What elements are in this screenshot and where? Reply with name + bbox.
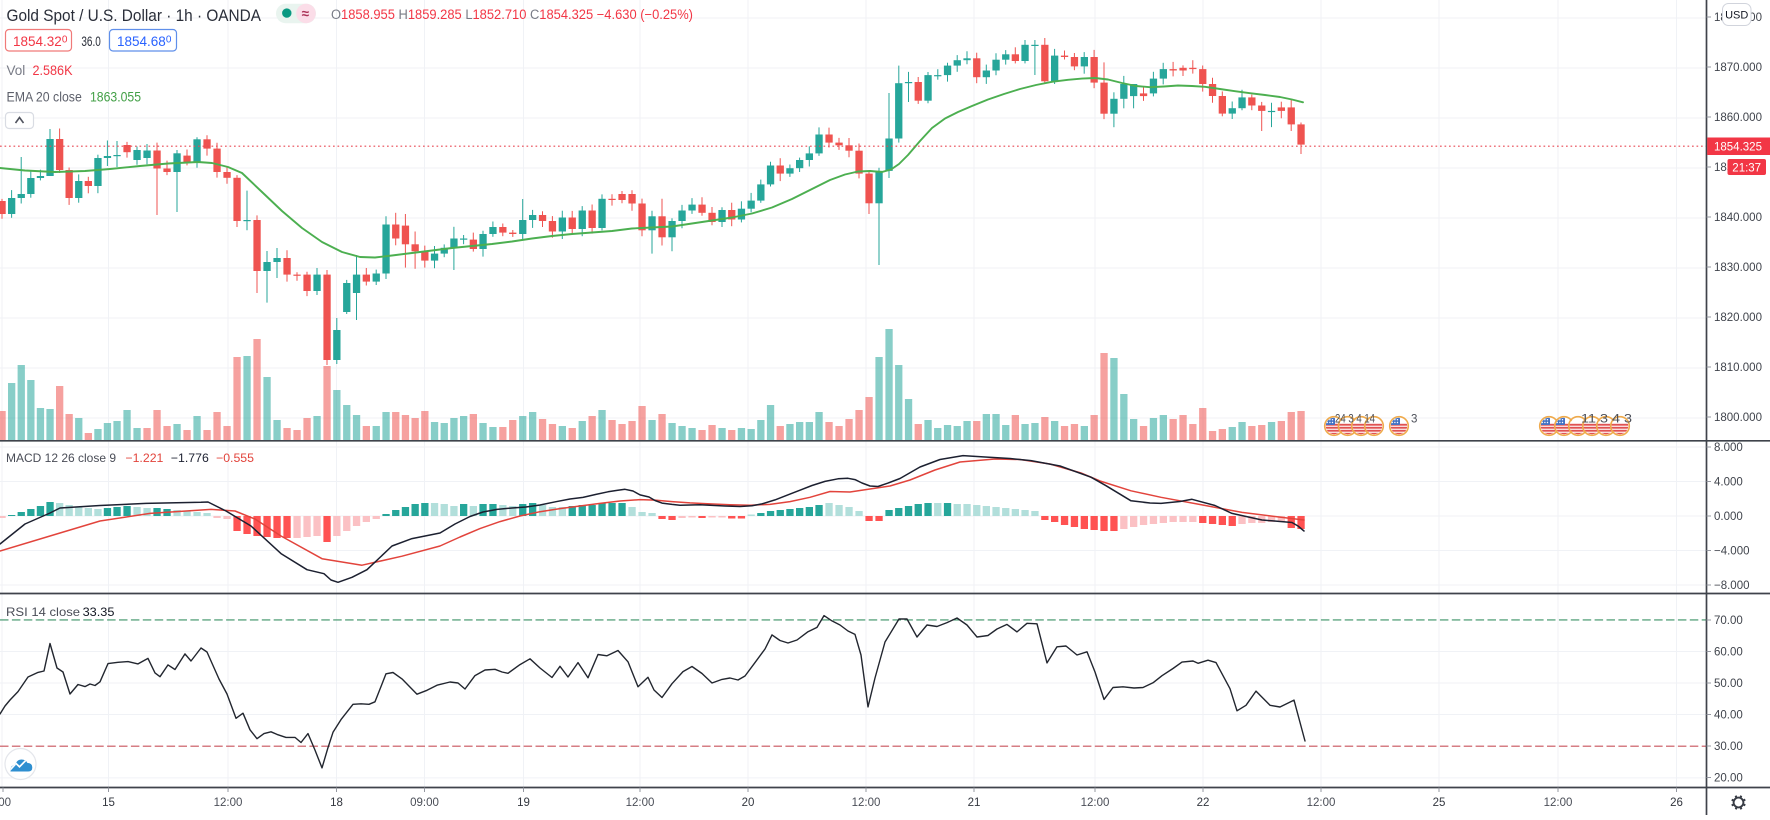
svg-text:2.586K: 2.586K [33, 63, 73, 78]
svg-text:15: 15 [102, 797, 115, 809]
svg-text:1854.680: 1854.680 [117, 34, 172, 49]
svg-text:USD: USD [1725, 10, 1748, 22]
svg-text:1810.000: 1810.000 [1714, 362, 1762, 374]
svg-text:12:00: 12:00 [214, 797, 243, 809]
svg-text:1860.000: 1860.000 [1714, 112, 1762, 124]
svg-text:−0.555: −0.555 [216, 451, 254, 465]
svg-text:3: 3 [1411, 414, 1417, 426]
svg-text:−1.776: −1.776 [171, 451, 209, 465]
svg-text:12:00: 12:00 [1081, 797, 1110, 809]
svg-text:1830.000: 1830.000 [1714, 262, 1762, 274]
svg-text:1800.000: 1800.000 [1714, 412, 1762, 424]
svg-text:1840.000: 1840.000 [1714, 212, 1762, 224]
svg-text:60.00: 60.00 [1714, 647, 1743, 659]
svg-text:40.00: 40.00 [1714, 710, 1743, 722]
svg-text:36.0: 36.0 [81, 34, 100, 49]
svg-text:12:00: 12:00 [1544, 797, 1573, 809]
svg-text:4.000: 4.000 [1714, 477, 1743, 489]
svg-text:0.000: 0.000 [1714, 511, 1743, 523]
svg-text:26: 26 [1670, 797, 1683, 809]
svg-text:50.00: 50.00 [1714, 678, 1743, 690]
svg-text:12:00: 12:00 [852, 797, 881, 809]
svg-text:25: 25 [1433, 797, 1446, 809]
svg-text:12:00: 12:00 [626, 797, 655, 809]
svg-text:33.35: 33.35 [83, 605, 115, 619]
svg-text:20: 20 [742, 797, 755, 809]
svg-text:11 3 4 3: 11 3 4 3 [1581, 414, 1632, 426]
svg-text:EMA 20 close: EMA 20 close [7, 90, 82, 105]
svg-text:1854.325: 1854.325 [1714, 142, 1762, 154]
svg-text:18: 18 [330, 797, 343, 809]
svg-text:−1.221: −1.221 [125, 451, 163, 465]
svg-text:≈: ≈ [302, 6, 310, 21]
svg-text:O1858.955 H1859.285 L1852.710: O1858.955 H1859.285 L1852.710 C1854.325 … [331, 7, 693, 22]
svg-text:Gold Spot / U.S. Dollar · 1h ·: Gold Spot / U.S. Dollar · 1h · OANDA [7, 6, 262, 25]
svg-text:30.00: 30.00 [1714, 741, 1743, 753]
svg-text:8.000: 8.000 [1714, 442, 1743, 454]
svg-text:MACD 12 26 close 9: MACD 12 26 close 9 [6, 451, 116, 465]
svg-text:1820.000: 1820.000 [1714, 312, 1762, 324]
svg-text:19: 19 [517, 797, 530, 809]
svg-text:1870.000: 1870.000 [1714, 62, 1762, 74]
svg-text:21: 21 [968, 797, 981, 809]
svg-text:1854.320: 1854.320 [13, 34, 68, 49]
svg-text:RSI 14 close: RSI 14 close [6, 605, 80, 619]
svg-text:21:37: 21:37 [1732, 163, 1761, 175]
svg-text:24 3 4 14: 24 3 4 14 [1335, 414, 1375, 426]
svg-text:−8.000: −8.000 [1714, 580, 1750, 592]
svg-text::00: :00 [0, 797, 11, 809]
svg-text:70.00: 70.00 [1714, 615, 1743, 627]
svg-text:Vol: Vol [7, 63, 26, 78]
svg-text:12:00: 12:00 [1307, 797, 1336, 809]
svg-text:22: 22 [1197, 797, 1210, 809]
svg-text:09:00: 09:00 [410, 797, 439, 809]
svg-text:20.00: 20.00 [1714, 773, 1743, 785]
svg-text:−4.000: −4.000 [1714, 546, 1750, 558]
svg-text:1863.055: 1863.055 [90, 90, 141, 105]
